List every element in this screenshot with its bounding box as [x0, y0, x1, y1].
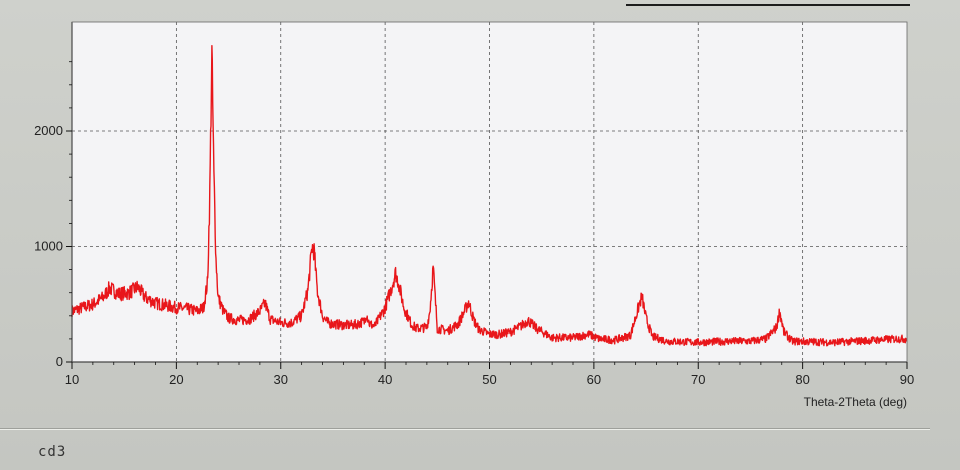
x-tick-label: 60 — [587, 372, 601, 387]
series-line-diffraction-pattern — [71, 45, 908, 347]
y-axis-ticks: 0 1000 2000 — [34, 61, 72, 369]
y-tick-label: 2000 — [34, 123, 63, 138]
x-tick-label: 20 — [169, 372, 183, 387]
x-axis-ticks: 10 20 30 40 50 60 70 80 90 — [65, 362, 914, 387]
sample-name-label: cd3 — [38, 444, 67, 460]
x-tick-label: 50 — [482, 372, 496, 387]
xrd-chart: 10 20 30 40 50 60 70 80 90 0 1000 2000 Theta-2Thet… — [34, 21, 914, 409]
x-tick-label: 30 — [274, 372, 288, 387]
x-tick-label: 80 — [795, 372, 809, 387]
status-divider — [0, 428, 930, 430]
x-tick-label: 90 — [900, 372, 914, 387]
x-tick-label: 10 — [65, 372, 79, 387]
x-axis-title: Theta-2Theta (deg) — [804, 395, 907, 409]
y-tick-label: 1000 — [34, 239, 63, 254]
x-tick-label: 70 — [691, 372, 705, 387]
x-tick-label: 40 — [378, 372, 392, 387]
y-tick-label: 0 — [56, 354, 63, 369]
toolbar-strip — [626, 0, 910, 6]
